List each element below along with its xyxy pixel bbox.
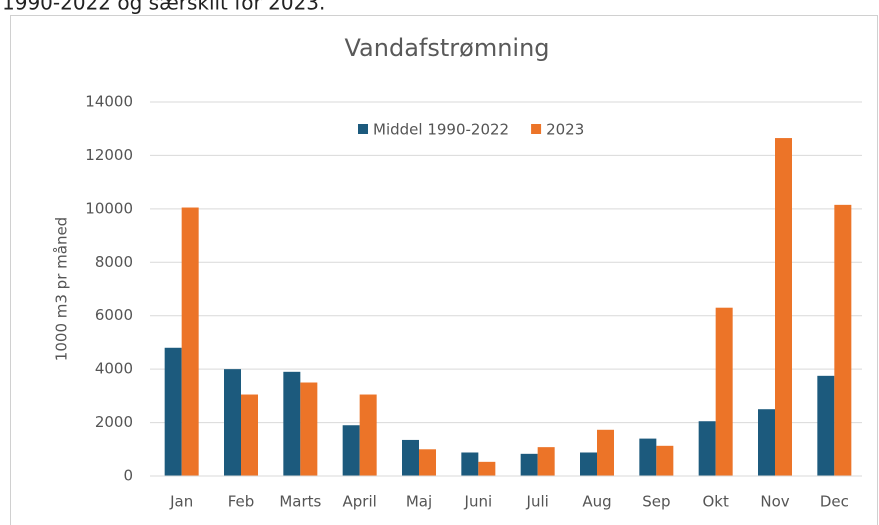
bar (342, 425, 360, 476)
bar (597, 429, 614, 476)
bar (359, 394, 377, 476)
bar (698, 421, 716, 476)
chart-frame (10, 15, 878, 525)
bar (537, 447, 555, 476)
y-tick-label: 8000 (95, 253, 133, 271)
x-tick-label: Marts (279, 493, 321, 511)
x-tick-label: Dec (820, 493, 849, 511)
y-tick-label: 4000 (95, 360, 133, 378)
x-tick-label: Maj (406, 493, 432, 511)
bar (639, 438, 657, 476)
bar (520, 453, 538, 476)
bar (224, 369, 241, 476)
x-tick-label: Feb (228, 493, 255, 511)
bar (461, 452, 479, 476)
y-tick-label: 14000 (85, 93, 133, 111)
bar (656, 445, 674, 476)
x-tick-label: Sep (642, 493, 670, 511)
y-tick-label: 12000 (85, 146, 133, 164)
bar (402, 439, 419, 476)
bar (817, 375, 835, 476)
x-tick-label: Okt (702, 493, 728, 511)
legend-swatch (358, 124, 368, 134)
bar (580, 452, 597, 476)
y-tick-label: 2000 (95, 413, 133, 431)
bar (758, 409, 775, 476)
bar (419, 449, 436, 476)
bar (283, 371, 301, 476)
y-axis-label: 1000 m3 pr måned (53, 217, 71, 361)
y-tick-label: 0 (123, 467, 133, 485)
legend-label: 2023 (546, 121, 584, 139)
x-tick-label: Nov (760, 493, 789, 511)
bar (164, 347, 182, 476)
caption: 1990-2022 og særskilt for 2023. (2, 0, 325, 15)
x-tick-label: Juli (526, 493, 549, 511)
bar (775, 138, 792, 477)
bar (241, 394, 258, 476)
bar (715, 307, 733, 476)
legend-label: Middel 1990-2022 (373, 121, 509, 139)
x-tick-label: April (343, 493, 377, 511)
bar (834, 204, 852, 476)
y-tick-label: 6000 (95, 306, 133, 324)
x-tick-label: Jan (169, 493, 193, 511)
x-tick-label: Juni (464, 493, 493, 511)
bar (478, 461, 496, 476)
bar (181, 207, 199, 476)
bar (300, 382, 318, 476)
y-tick-label: 10000 (85, 199, 133, 217)
x-tick-label: Aug (582, 493, 611, 511)
chart-title: Vandafstrømning (344, 34, 549, 62)
legend-swatch (531, 124, 542, 134)
